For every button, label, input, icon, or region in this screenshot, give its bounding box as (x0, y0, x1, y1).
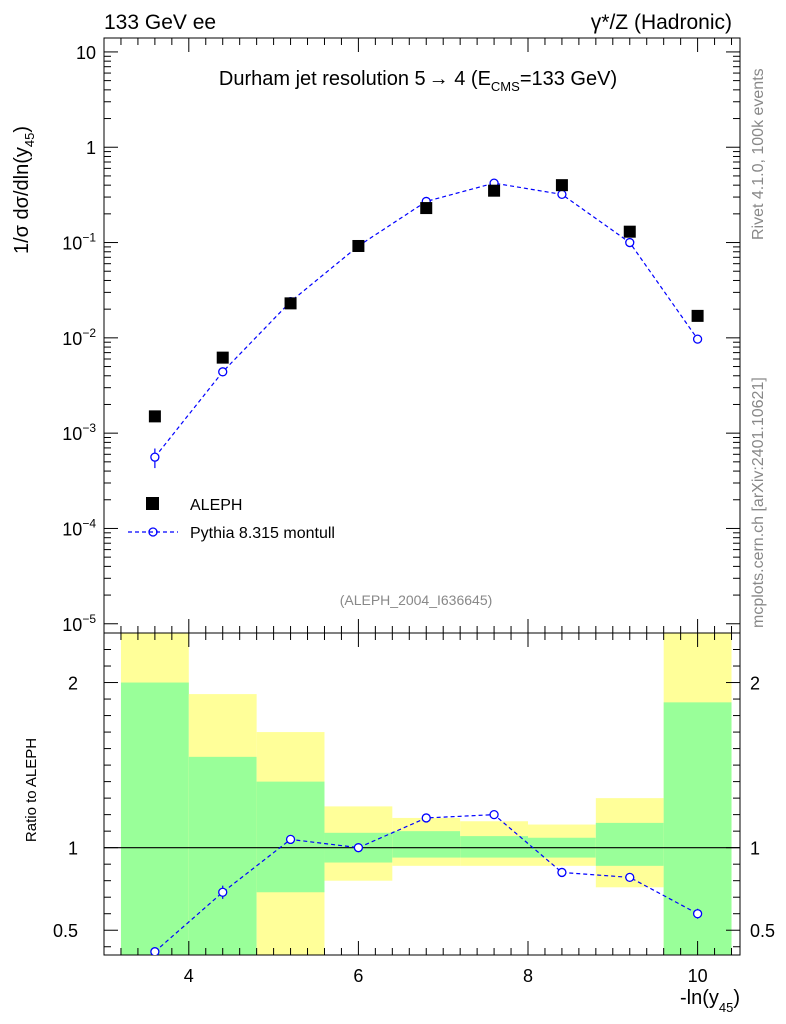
main-title: Durham jet resolution 5 → 4 (ECMS=133 GeV… (219, 68, 617, 94)
main-y-tick-label: 1 (86, 138, 96, 158)
legend-data-label: ALEPH (190, 497, 242, 514)
main-y-tick-label: 10−2 (62, 326, 96, 349)
data-point (284, 297, 297, 310)
mc-line (154, 182, 699, 458)
ratio-point (421, 813, 431, 823)
ratio-point (625, 872, 635, 883)
source-label: mcplots.cern.ch [arXiv:2401.10621] (750, 377, 767, 628)
legend-mc-marker (148, 527, 158, 537)
data-point (352, 239, 365, 252)
ratio-point (353, 843, 364, 853)
header-energy: 133 GeV ee (104, 11, 216, 34)
mc-point (625, 237, 635, 248)
legend: ALEPH Pythia 8.315 montull (128, 497, 335, 542)
ratio-point (692, 909, 703, 919)
ratio-y-tick-label-right: 2 (750, 674, 760, 694)
data-point (555, 179, 568, 192)
main-data-marks (148, 178, 704, 469)
ratio-y-tick-label: 0.5 (53, 921, 78, 941)
main-y-tick-label: 10 (76, 43, 96, 63)
main-panel-frame (103, 37, 741, 634)
inner-band-5 (460, 836, 528, 858)
data-point (420, 202, 433, 215)
main-y-tick-label: 10−3 (62, 421, 96, 444)
inner-band-0 (120, 682, 189, 955)
legend-mc-label: Pythia 8.315 montull (190, 525, 335, 542)
ratio-data-marks (150, 809, 703, 955)
ratio-y-tick-label: 1 (68, 839, 78, 859)
mc-point (692, 334, 703, 344)
ratio-series-group (150, 809, 703, 955)
x-axis-label: -ln(y45) (680, 987, 740, 1015)
ratio-axis-ticks: 0.5 0.5 1 1 2 2 4 6 8 10 (53, 633, 775, 986)
ratio-panel-frame (103, 632, 741, 956)
main-y-tick-label: 10−1 (62, 231, 96, 254)
ratio-y-tick-label: 2 (68, 674, 78, 694)
main-axis-ticks: 10 1 10−1 10−2 10−3 10−4 10−5 (62, 38, 740, 635)
ratio-y-tick-label-right: 1 (750, 839, 760, 859)
x-tick-label: 4 (184, 966, 194, 986)
ratio-point (218, 887, 228, 897)
main-y-axis-label: 1/σ dσ/dln(y45) (11, 126, 37, 254)
analysis-id-label: (ALEPH_2004_I636645) (340, 592, 493, 608)
ratio-point (285, 834, 296, 845)
main-y-tick-label: 10−5 (62, 612, 96, 635)
inner-band-1 (188, 756, 257, 955)
inner-band-4 (392, 831, 461, 858)
inner-band-7 (595, 822, 664, 866)
x-tick-label: 8 (523, 966, 533, 986)
data-point (488, 184, 501, 197)
x-tick-label: 10 (688, 966, 708, 986)
ratio-point (150, 947, 160, 955)
ratio-y-axis-label: Ratio to ALEPH (23, 738, 40, 842)
x-tick-label: 6 (353, 966, 363, 986)
data-point (691, 309, 704, 322)
header-process: γ*/Z (Hadronic) (591, 11, 732, 34)
data-point (216, 351, 229, 364)
ratio-uncertainty-bands (120, 633, 732, 955)
ratio-y-tick-label-right: 0.5 (750, 921, 775, 941)
mc-point (150, 452, 160, 462)
main-y-tick-label: 10−4 (62, 516, 96, 539)
data-point (623, 225, 636, 238)
ratio-point (489, 809, 499, 820)
legend-data-marker (146, 497, 159, 510)
mc-point (557, 189, 567, 200)
data-point (148, 410, 161, 423)
rivet-version-label: Rivet 4.1.0, 100k events (750, 68, 767, 240)
mc-point (218, 367, 228, 377)
ratio-point (557, 867, 567, 878)
